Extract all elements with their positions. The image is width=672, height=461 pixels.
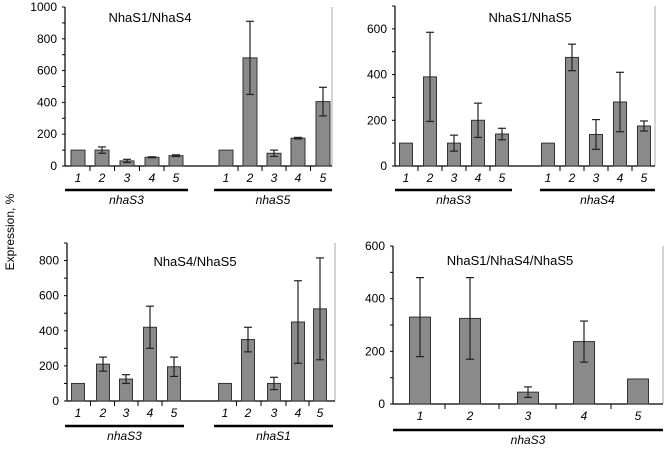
- panel-2-title: NhaS1/NhaS5: [488, 10, 571, 25]
- panel-4-bar: [627, 378, 649, 405]
- panel-2-group-label: nhaS4: [580, 193, 615, 207]
- panel-3-x-tick-label: 4: [147, 406, 154, 420]
- panel-3-x-tick-label: 5: [317, 406, 324, 420]
- panel-2-y-tick-label: 400: [367, 68, 387, 82]
- panel-1-y-tick-label: 800: [37, 32, 57, 46]
- panel-1-x-tick-label: 2: [98, 171, 106, 185]
- panel-1-x-tick-label: 1: [223, 171, 230, 185]
- panel-1-x-tick-label: 5: [320, 171, 327, 185]
- panel-1-x-tick-label: 5: [173, 171, 180, 185]
- panel-2-y-tick-label: 0: [380, 159, 387, 173]
- panel-3-x-tick-label: 4: [295, 406, 302, 420]
- panel-3-x-tick-label: 3: [271, 406, 278, 420]
- panel-2-x-tick-label: 2: [426, 171, 434, 185]
- panel-1-y-tick-label: 1000: [30, 0, 57, 14]
- panel-1-x-tick-label: 4: [295, 171, 302, 185]
- y-axis-label: Expression, %: [3, 193, 17, 270]
- panel-3-x-tick-label: 2: [244, 406, 252, 420]
- panel-3-x-tick-label: 3: [123, 406, 130, 420]
- panel-4-x-tick-label: 2: [466, 409, 474, 423]
- panel-1-bar: [144, 156, 160, 167]
- panel-4-x-tick-label: 3: [525, 409, 532, 423]
- panel-1-x-tick-label: 2: [246, 171, 254, 185]
- panel-1-y-tick-label: 400: [37, 95, 57, 109]
- panel-3-y-tick-label: 400: [39, 324, 59, 338]
- panel-3-x-tick-label: 1: [222, 406, 229, 420]
- panel-2-x-tick-label: 3: [451, 171, 458, 185]
- panel-3-x-tick-label: 5: [171, 406, 178, 420]
- panel-3-y-tick-label: 800: [39, 254, 59, 268]
- panel-2-y-tick-label: 200: [367, 113, 387, 127]
- panel-2-group-label: nhaS3: [436, 193, 471, 207]
- panel-1-bar: [218, 149, 234, 167]
- panel-1-title: NhaS1/NhaS4: [108, 10, 191, 25]
- panel-2-x-tick-label: 5: [499, 171, 506, 185]
- panel-3-bar: [71, 382, 85, 402]
- panel-2-bar: [541, 142, 555, 167]
- panel-4-title: NhaS1/NhaS4/NhaS5: [447, 253, 573, 268]
- panel-2-bar: [399, 142, 413, 167]
- panel-1-group-label: nhaS5: [256, 193, 291, 207]
- panel-2-x-tick-label: 4: [617, 171, 624, 185]
- panel-1-y-tick-label: 0: [50, 159, 57, 173]
- panel-4-group-label: nhaS3: [511, 433, 546, 447]
- panel-4-x-tick-label: 4: [581, 409, 588, 423]
- panel-4-y-tick-label: 0: [378, 397, 385, 411]
- panel-1-bar: [70, 149, 86, 167]
- panel-4-y-tick-label: 400: [365, 292, 385, 306]
- panel-3-group-label: nhaS1: [256, 429, 291, 443]
- panel-2-y-tick-label: 600: [367, 22, 387, 36]
- panel-4-x-tick-label: 1: [417, 409, 424, 423]
- panel-4-y-tick-label: 600: [365, 239, 385, 253]
- panel-3-x-tick-label: 2: [99, 406, 107, 420]
- panel-1-x-tick-label: 1: [75, 171, 82, 185]
- panel-3-group-label: nhaS3: [107, 429, 142, 443]
- panel-2-x-tick-label: 1: [403, 171, 410, 185]
- panel-2-x-tick-label: 4: [475, 171, 482, 185]
- panel-3-x-tick-label: 1: [75, 406, 82, 420]
- panel-1-x-tick-label: 3: [271, 171, 278, 185]
- panel-1-y-tick-label: 600: [37, 64, 57, 78]
- panel-2-x-tick-label: 5: [641, 171, 648, 185]
- panel-4-x-tick-label: 5: [635, 409, 642, 423]
- panel-1-bar: [168, 155, 184, 167]
- panel-2-bar: [565, 56, 579, 167]
- panel-3-y-tick-label: 0: [52, 394, 59, 408]
- panel-1-x-tick-label: 3: [124, 171, 131, 185]
- panel-1-y-tick-label: 200: [37, 127, 57, 141]
- panel-3-y-tick-label: 600: [39, 289, 59, 303]
- panel-1-group-label: nhaS3: [109, 193, 144, 207]
- panel-3-title: NhaS4/NhaS5: [153, 254, 236, 269]
- panel-4-y-tick-label: 200: [365, 344, 385, 358]
- panel-3-bar: [218, 382, 232, 402]
- panel-3-y-tick-label: 200: [39, 359, 59, 373]
- panel-1-bar: [290, 137, 306, 167]
- panel-2-x-tick-label: 1: [545, 171, 552, 185]
- panel-2-x-tick-label: 3: [593, 171, 600, 185]
- panel-1-x-tick-label: 4: [149, 171, 156, 185]
- panel-2-bar: [637, 125, 651, 167]
- panel-2-x-tick-label: 2: [568, 171, 576, 185]
